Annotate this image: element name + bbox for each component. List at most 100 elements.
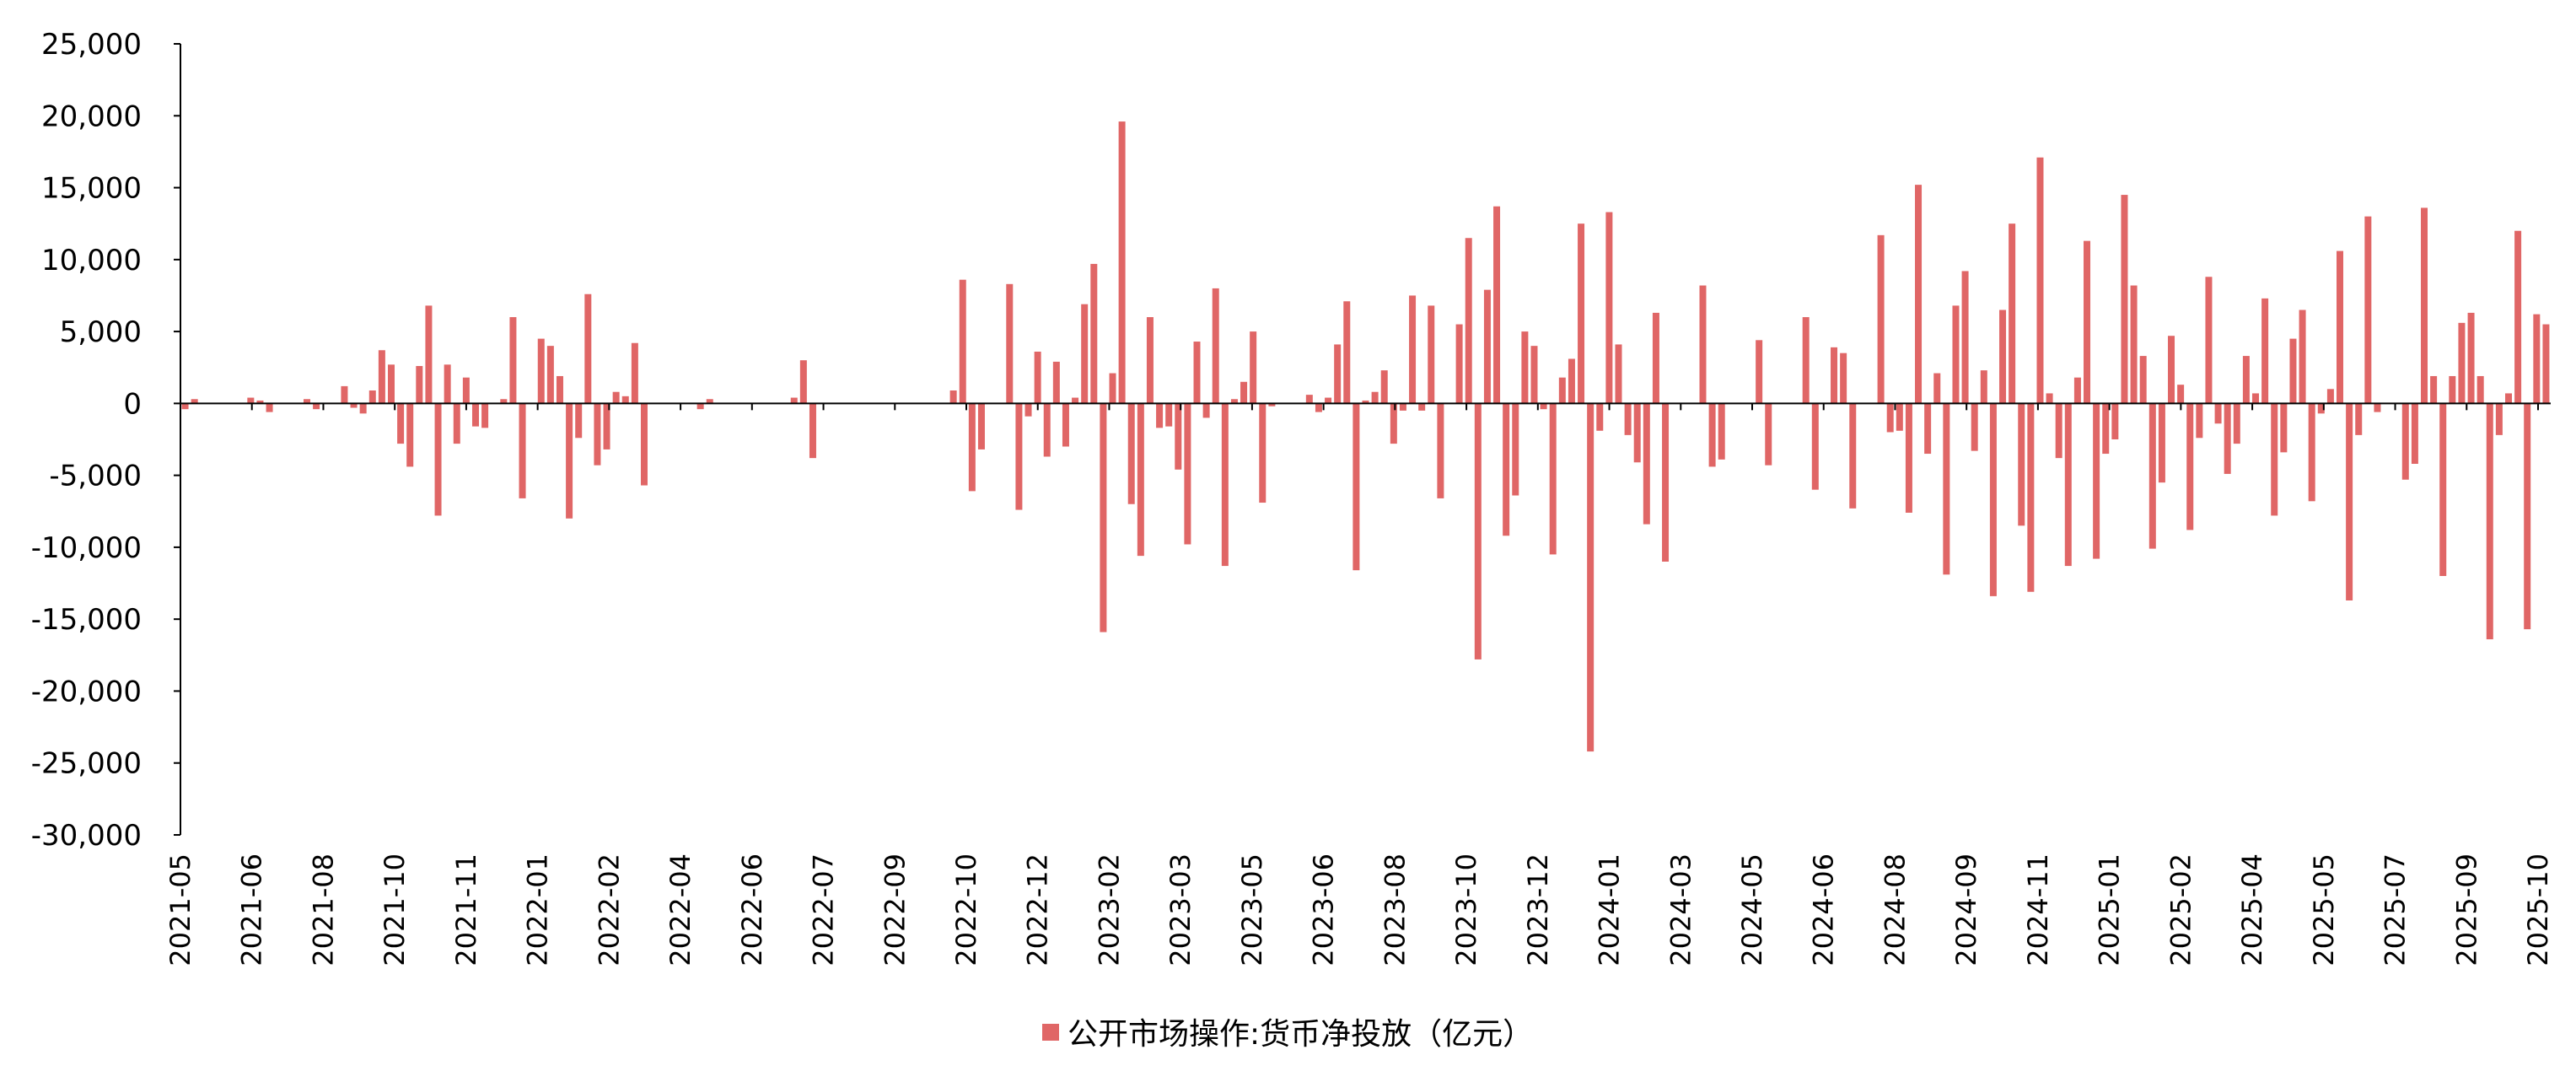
bar bbox=[378, 350, 385, 404]
legend-swatch bbox=[1042, 1024, 1059, 1041]
bar bbox=[1221, 403, 1229, 567]
bar bbox=[1568, 358, 1575, 404]
bar bbox=[387, 364, 395, 404]
y-tick-label: -20,000 bbox=[31, 675, 142, 708]
bar bbox=[462, 377, 470, 404]
y-tick-label: 25,000 bbox=[41, 28, 142, 62]
bar bbox=[2224, 403, 2231, 474]
bar bbox=[1896, 403, 1903, 431]
x-tick-label: 2023-12 bbox=[1522, 853, 1554, 966]
bar bbox=[1530, 346, 1538, 404]
bar bbox=[2084, 240, 2091, 404]
y-axis-ticks: 25,000 20,000 15,000 10,000 5,000 0 -5,000 -10,… bbox=[31, 28, 180, 853]
x-tick-label: 2021-08 bbox=[307, 853, 339, 966]
bar bbox=[2326, 389, 2334, 404]
bar bbox=[1437, 403, 1444, 498]
bar bbox=[2252, 393, 2260, 404]
bar bbox=[1943, 403, 1950, 575]
bar bbox=[1596, 403, 1604, 431]
x-tick-label: 2021-11 bbox=[450, 853, 482, 966]
x-tick-label: 2021-06 bbox=[236, 853, 268, 966]
bar bbox=[2233, 403, 2240, 444]
x-tick-label: 2022-12 bbox=[1022, 853, 1054, 966]
bar bbox=[2533, 314, 2541, 404]
bar bbox=[949, 390, 957, 404]
y-tick-label: -30,000 bbox=[31, 819, 142, 853]
y-tick-label: -5,000 bbox=[49, 460, 142, 493]
bar bbox=[1633, 403, 1641, 463]
bar bbox=[706, 399, 713, 404]
bar bbox=[1512, 403, 1519, 496]
x-tick-label: 2022-01 bbox=[522, 853, 554, 966]
bar bbox=[2130, 285, 2138, 404]
bar bbox=[1587, 403, 1595, 752]
bar bbox=[2073, 377, 2081, 404]
bar bbox=[509, 317, 517, 404]
bar bbox=[1474, 403, 1482, 659]
bar bbox=[406, 403, 414, 467]
bar bbox=[2177, 385, 2185, 404]
y-tick-label: -10,000 bbox=[31, 531, 142, 565]
x-tick-label: 2023-06 bbox=[1308, 853, 1340, 966]
x-tick-label: 2022-07 bbox=[808, 853, 840, 966]
bar bbox=[2064, 403, 2072, 567]
x-tick-label: 2025-09 bbox=[2450, 853, 2482, 966]
bar bbox=[1578, 223, 1585, 404]
bar bbox=[2495, 403, 2503, 435]
legend: 公开市场操作:货币净投放（亿元） bbox=[1042, 1017, 1533, 1052]
bar bbox=[968, 403, 976, 492]
bar bbox=[2018, 403, 2025, 526]
bar bbox=[1390, 403, 1397, 444]
bar bbox=[1662, 403, 1670, 562]
bar bbox=[2186, 403, 2194, 530]
bar bbox=[1521, 331, 1529, 404]
bar bbox=[1118, 121, 1126, 404]
bar bbox=[1184, 403, 1191, 545]
bar bbox=[181, 403, 189, 410]
bar bbox=[1325, 397, 1332, 404]
bar bbox=[799, 360, 807, 404]
bar bbox=[1072, 397, 1079, 404]
bar bbox=[1165, 403, 1173, 427]
bar bbox=[1380, 370, 1388, 404]
bar bbox=[2401, 403, 2409, 480]
x-tick-label: 2022-10 bbox=[950, 853, 982, 966]
bar bbox=[1989, 403, 1997, 596]
bar bbox=[1708, 403, 1716, 467]
x-tick-label: 2021-05 bbox=[164, 853, 196, 966]
x-tick-label: 2024-03 bbox=[1664, 853, 1697, 966]
bar bbox=[1549, 403, 1557, 555]
bar bbox=[1643, 403, 1650, 525]
bar bbox=[303, 399, 310, 404]
bar bbox=[444, 364, 451, 404]
bar bbox=[1558, 377, 1566, 404]
y-tick-label: 5,000 bbox=[60, 315, 142, 349]
legend-label: 公开市场操作:货币净投放（亿元） bbox=[1068, 1017, 1533, 1052]
bar bbox=[2477, 375, 2484, 404]
bar bbox=[1250, 331, 1257, 404]
x-tick-label: 2024-06 bbox=[1808, 853, 1840, 966]
bar bbox=[2524, 403, 2531, 630]
bar bbox=[1343, 301, 1351, 404]
bar bbox=[584, 293, 592, 404]
bar bbox=[2196, 403, 2203, 439]
x-tick-label: 2025-04 bbox=[2236, 853, 2268, 966]
bar bbox=[1418, 403, 1426, 411]
bar bbox=[2289, 338, 2297, 404]
x-tick-label: 2024-01 bbox=[1594, 853, 1626, 966]
bar bbox=[1465, 238, 1472, 404]
bar bbox=[1062, 403, 1069, 447]
bar bbox=[1137, 403, 1144, 557]
bar bbox=[1240, 381, 1248, 404]
bar bbox=[471, 403, 479, 427]
bar bbox=[1840, 353, 1847, 404]
x-tick-label: 2024-08 bbox=[1879, 853, 1911, 966]
bar bbox=[2046, 393, 2053, 404]
bar bbox=[1999, 310, 2007, 404]
bar bbox=[790, 397, 798, 404]
bar bbox=[1483, 289, 1491, 404]
bar bbox=[2214, 403, 2222, 424]
bar bbox=[977, 403, 985, 449]
bar bbox=[2271, 403, 2278, 516]
bar bbox=[2458, 322, 2466, 404]
